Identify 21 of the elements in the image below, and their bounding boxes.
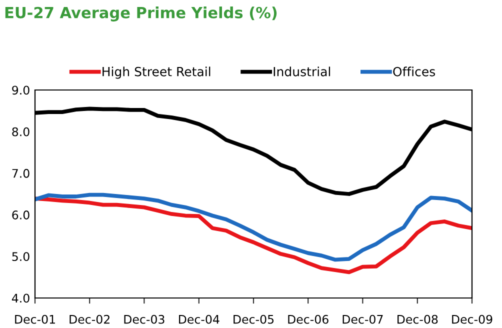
- legend-label: Offices: [393, 66, 436, 76]
- y-tick-label: 4.0: [12, 294, 30, 303]
- x-tick-label: Dec-05: [234, 314, 274, 324]
- x-tick-label: Dec-02: [70, 314, 110, 324]
- legend-label: High Street Retail: [102, 66, 210, 79]
- x-tick-label: Dec-07: [342, 314, 383, 324]
- x-tick-label: Dec-03: [124, 314, 164, 324]
- y-tick-label: 5.0: [12, 252, 30, 262]
- legend-label: Industrial: [274, 66, 330, 76]
- y-tick-label: 6.0: [12, 210, 30, 220]
- chart-title: EU-27 Average Prime Yields (%): [5, 6, 277, 22]
- line-series: [35, 196, 472, 274]
- x-tick-label: Dec-04: [179, 314, 220, 324]
- y-tick-label: 9.0: [12, 86, 30, 95]
- y-tick-label: 7.0: [12, 168, 30, 178]
- x-tick-label: Dec-08: [398, 314, 438, 324]
- x-tick-label: Dec-09: [452, 314, 492, 324]
- x-tick-label: Dec-01: [15, 314, 55, 324]
- x-tick-label: Dec-06: [288, 314, 328, 324]
- y-tick-label: 8.0: [12, 127, 30, 136]
- line-series: [35, 192, 472, 262]
